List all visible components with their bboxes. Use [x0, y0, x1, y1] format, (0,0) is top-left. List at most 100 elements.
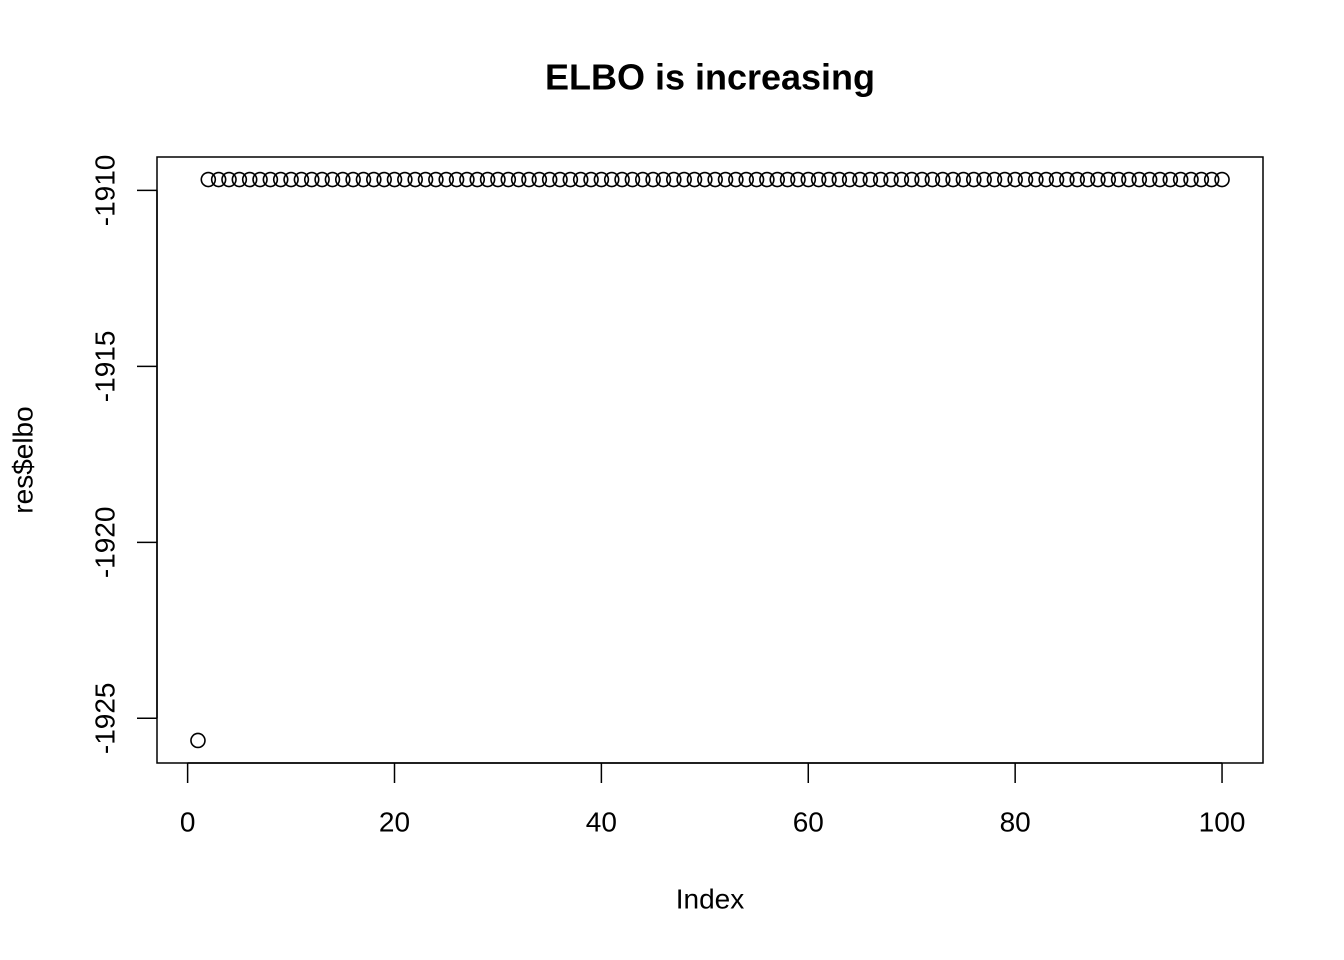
point — [334, 171, 351, 188]
point — [500, 171, 517, 188]
point — [231, 171, 248, 188]
point — [707, 171, 723, 188]
point — [831, 171, 848, 188]
point — [510, 171, 527, 188]
point — [262, 171, 279, 188]
point — [1028, 171, 1044, 188]
point — [376, 171, 392, 188]
point — [810, 171, 827, 188]
point — [1069, 171, 1086, 188]
point — [210, 171, 227, 188]
point — [934, 171, 951, 188]
point — [314, 171, 330, 188]
point — [366, 171, 382, 188]
point — [841, 171, 858, 188]
point — [1007, 171, 1023, 188]
point — [945, 171, 961, 188]
point — [1121, 171, 1137, 188]
point — [976, 171, 992, 188]
point — [1048, 171, 1065, 188]
point — [821, 171, 837, 188]
point — [624, 171, 641, 188]
x-tick-label: 40 — [586, 806, 617, 837]
y-axis-label: res$elbo — [7, 406, 38, 513]
y-tick-label: -1925 — [89, 682, 120, 754]
point — [717, 171, 734, 188]
point — [200, 171, 217, 188]
point — [997, 171, 1013, 188]
point — [324, 171, 341, 188]
x-tick-label: 20 — [379, 806, 410, 837]
point — [541, 171, 558, 188]
point — [697, 171, 713, 188]
point — [283, 171, 299, 188]
point — [459, 171, 475, 188]
point — [1090, 171, 1106, 188]
point — [1079, 171, 1096, 188]
point — [893, 171, 910, 188]
point — [655, 171, 672, 188]
point — [428, 171, 444, 188]
point — [686, 171, 703, 188]
point — [531, 171, 548, 188]
point — [490, 171, 506, 188]
point — [479, 171, 496, 188]
chart-title: ELBO is increasing — [545, 57, 875, 98]
point — [965, 171, 982, 188]
point — [1152, 171, 1168, 188]
point — [1162, 171, 1179, 188]
point — [862, 171, 879, 188]
point — [665, 171, 682, 188]
point — [986, 171, 1003, 188]
point — [407, 171, 423, 188]
x-tick-label: 0 — [180, 806, 196, 837]
point — [345, 171, 361, 188]
point — [614, 171, 630, 188]
point — [728, 171, 744, 188]
point — [883, 171, 899, 188]
point — [241, 171, 258, 188]
y-tick-label: -1915 — [89, 331, 120, 403]
point — [355, 171, 372, 188]
point — [521, 171, 537, 188]
point — [1183, 171, 1199, 188]
x-tick-label: 60 — [793, 806, 824, 837]
point — [1110, 171, 1127, 188]
point — [748, 171, 765, 188]
point — [1214, 171, 1230, 188]
point — [1172, 171, 1189, 188]
point — [903, 171, 920, 188]
point — [738, 171, 755, 188]
point — [1038, 171, 1054, 188]
point — [1193, 171, 1210, 188]
point — [634, 171, 651, 188]
y-tick-label: -1920 — [89, 507, 120, 579]
x-axis-label: Index — [676, 883, 745, 914]
point — [1141, 171, 1158, 188]
point — [852, 171, 868, 188]
point — [914, 171, 930, 188]
point — [417, 171, 434, 188]
point — [955, 171, 972, 188]
point — [252, 171, 268, 188]
point — [1100, 171, 1117, 188]
point — [800, 171, 817, 188]
point — [603, 171, 620, 188]
point — [438, 171, 455, 188]
point — [562, 171, 579, 188]
point — [779, 171, 796, 188]
point — [272, 171, 289, 188]
point — [448, 171, 465, 188]
point — [759, 171, 775, 188]
point — [769, 171, 786, 188]
point — [469, 171, 486, 188]
point — [790, 171, 806, 188]
point — [552, 171, 568, 188]
point — [1203, 171, 1220, 188]
y-tick-label: -1910 — [89, 155, 120, 227]
point — [303, 171, 320, 188]
x-tick-label: 100 — [1199, 806, 1246, 837]
